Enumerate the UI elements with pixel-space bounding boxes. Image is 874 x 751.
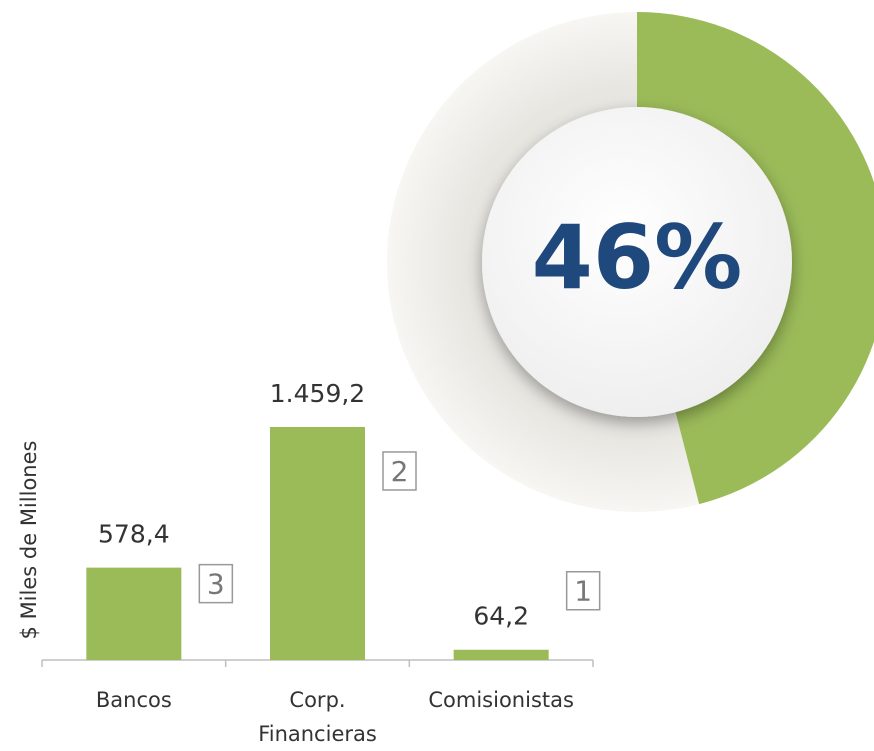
bar bbox=[86, 567, 182, 660]
x-tick-label-line: Corp. bbox=[289, 688, 345, 712]
y-axis-label: $ Miles de Millones bbox=[17, 441, 41, 640]
rank-box bbox=[565, 570, 601, 611]
data-label: 1.459,2 bbox=[270, 379, 365, 408]
x-tick-label: Bancos bbox=[96, 688, 172, 712]
donut-hole bbox=[482, 107, 792, 417]
donut-chart: 46% bbox=[387, 12, 874, 512]
rank-label: 2 bbox=[391, 455, 409, 488]
data-label: 64,2 bbox=[473, 602, 529, 631]
rank-label: 1 bbox=[574, 575, 592, 608]
x-tick-label: Corp. Financieras bbox=[258, 688, 377, 746]
bar bbox=[270, 426, 365, 660]
bar-chart: $ Miles de Millones 578,4 Bancos 3 1.459,2 Co… bbox=[17, 379, 601, 746]
x-tick-label: Comisionistas bbox=[428, 688, 574, 712]
donut-label: 46% bbox=[532, 206, 743, 309]
rank-label: 3 bbox=[207, 568, 225, 601]
data-label: 578,4 bbox=[98, 520, 170, 549]
bar bbox=[453, 649, 549, 660]
x-tick-label-line: Financieras bbox=[258, 722, 377, 746]
rank-box bbox=[382, 451, 417, 491]
rank-box bbox=[198, 563, 234, 604]
